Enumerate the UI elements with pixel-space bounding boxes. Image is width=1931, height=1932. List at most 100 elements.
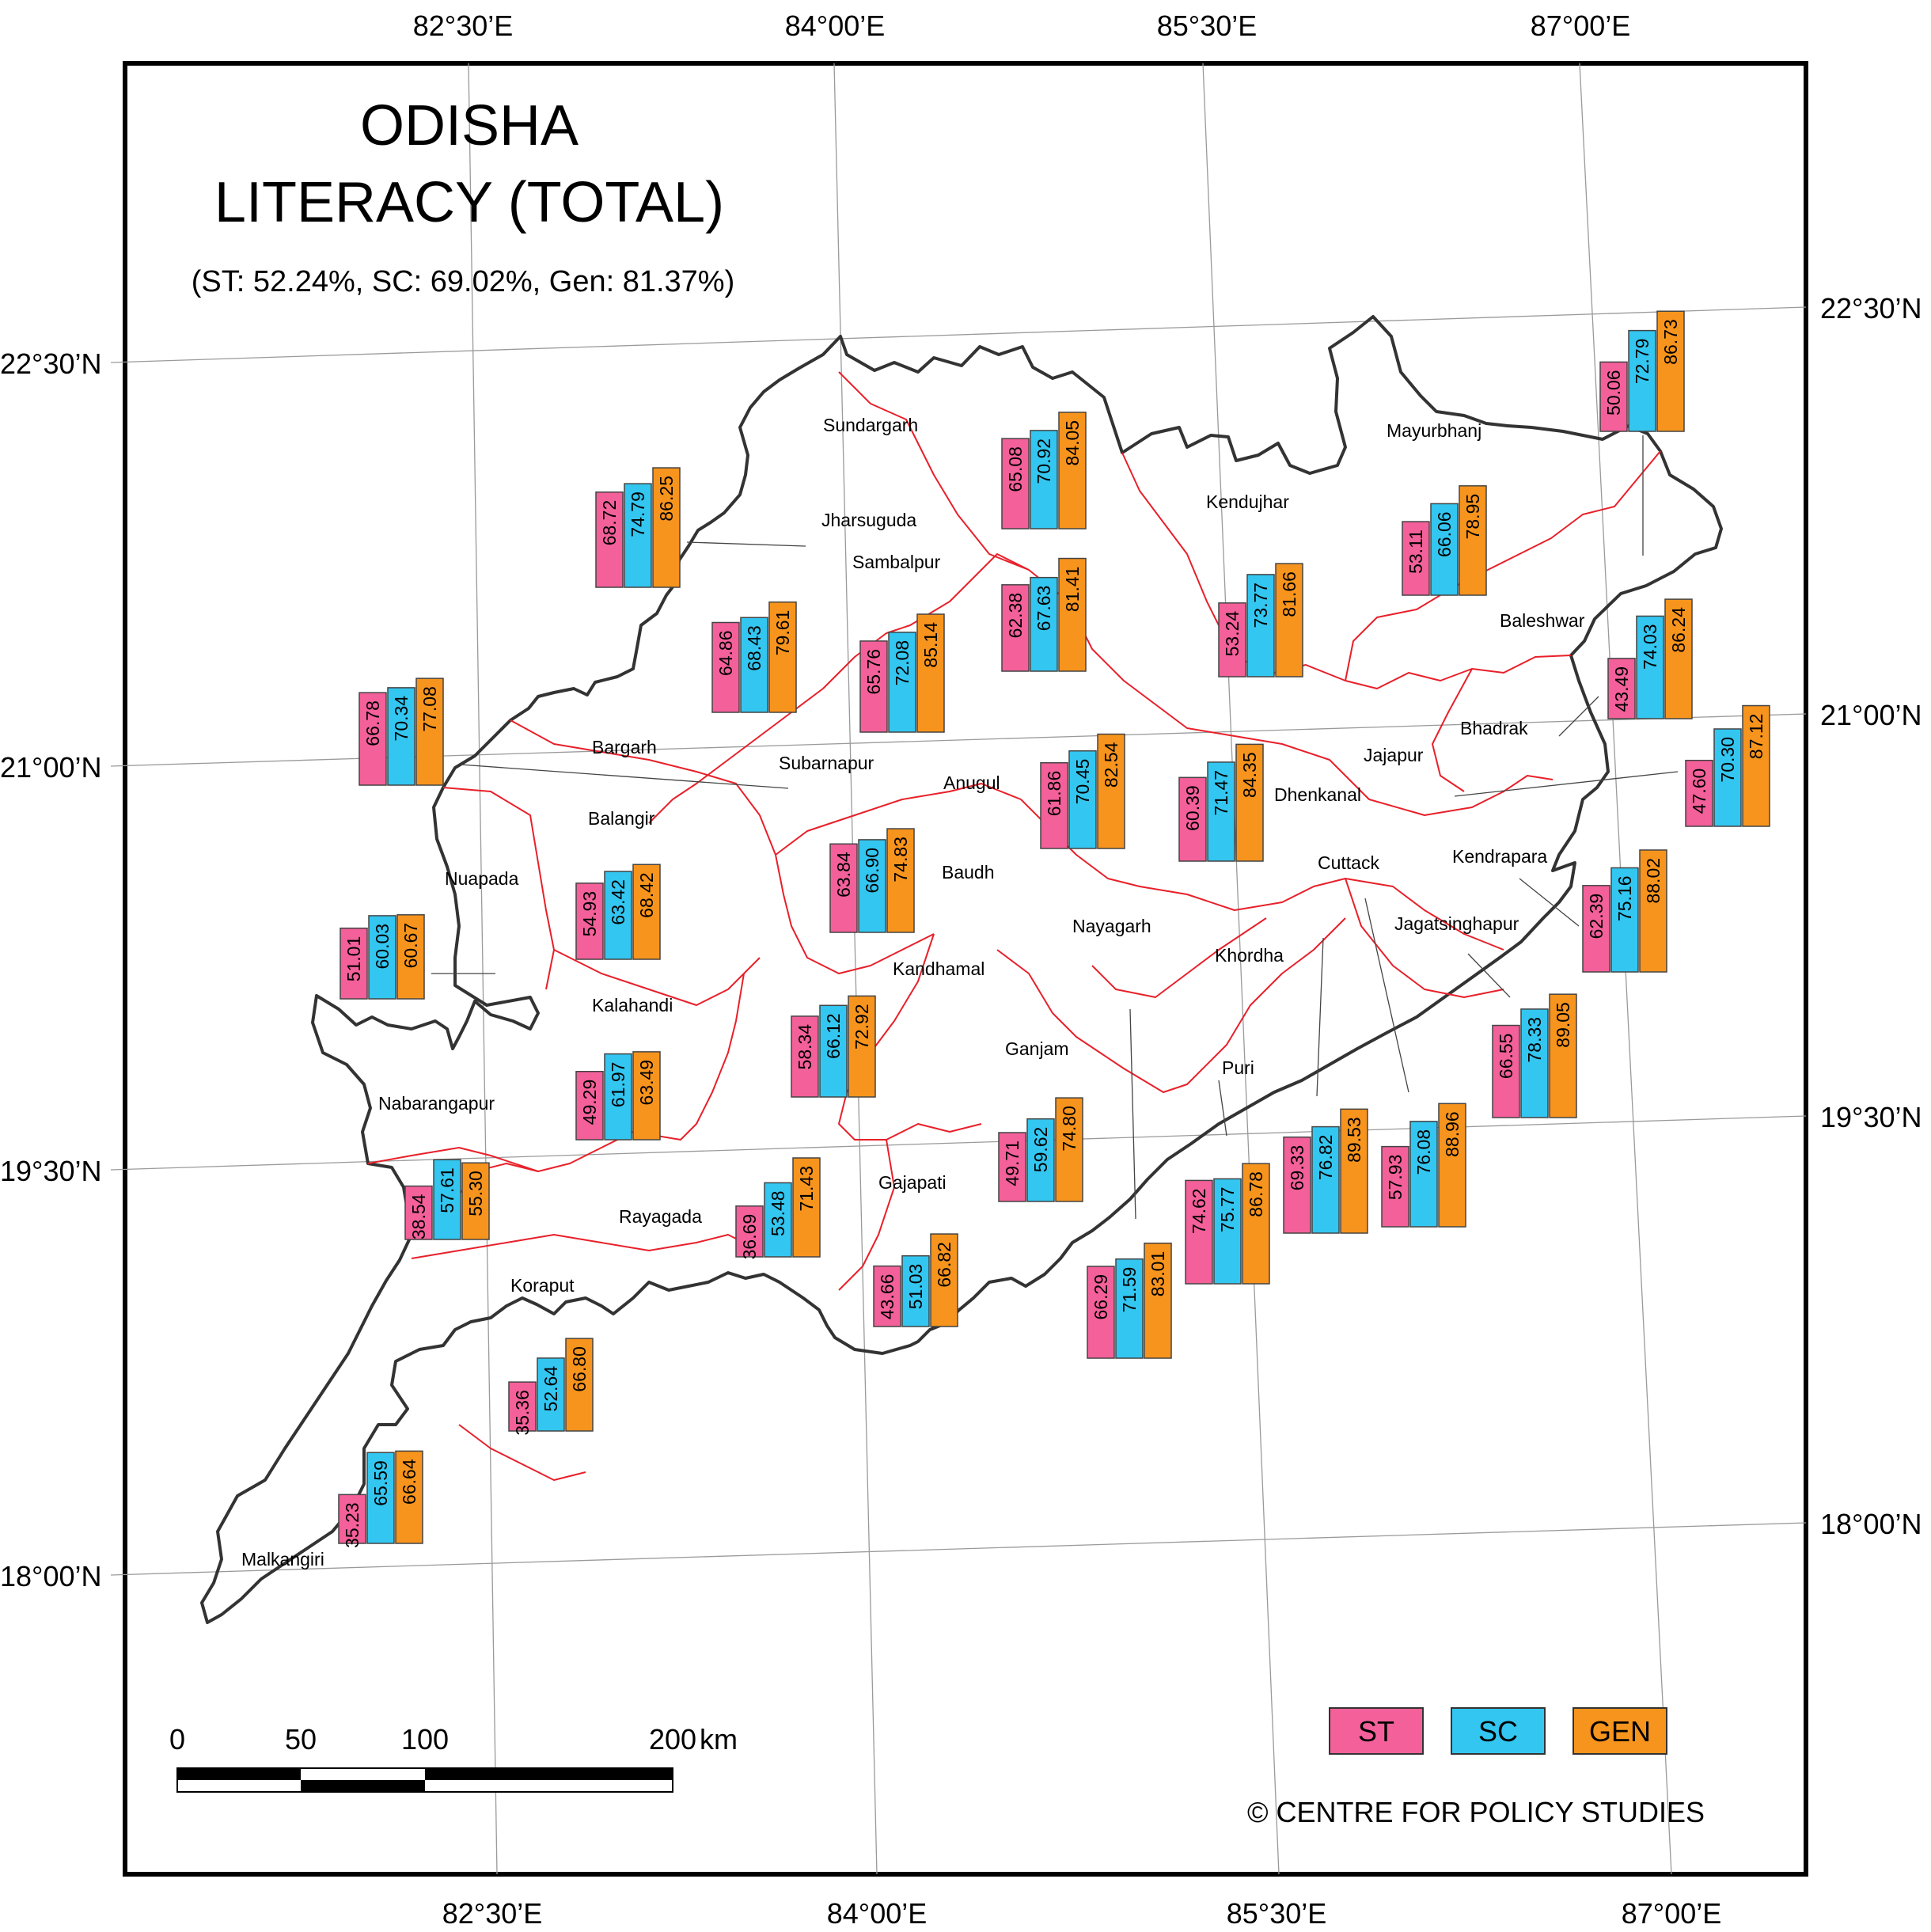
gen-bar	[1097, 733, 1125, 849]
sc-bar	[1246, 574, 1275, 678]
st-value-label: 74.62	[1189, 1188, 1209, 1234]
district-bar-group: 43.49 74.03 86.24	[1607, 598, 1693, 719]
gen-bar	[1242, 1163, 1270, 1285]
parallel-22-30	[110, 306, 1807, 363]
st-bar	[340, 927, 368, 1000]
gen-value-label: 77.08	[419, 686, 440, 732]
sc-value-label: 70.30	[1717, 737, 1738, 783]
lon-label-bottom: 85°30’E	[1227, 1897, 1327, 1930]
gen-bar	[1235, 743, 1264, 862]
gen-bar	[1275, 563, 1303, 678]
district-bar-group: 51.01 60.03 60.67	[340, 914, 425, 1000]
st-value-label: 50.06	[1603, 370, 1624, 416]
longitude-labels-top: 82°30’E 84°00’E 85°30’E 87°00’E	[413, 9, 1631, 42]
sc-value-label: 72.79	[1632, 339, 1652, 385]
sc-bar	[1610, 867, 1639, 973]
sc-value-label: 66.12	[823, 1013, 844, 1059]
sc-bar	[1030, 576, 1058, 672]
st-bar	[711, 621, 740, 713]
district-bar-group: 69.33 76.82 89.53	[1283, 1108, 1368, 1234]
gen-bar	[886, 828, 915, 933]
sc-value-label: 66.06	[1434, 511, 1455, 557]
latitude-labels-right: 22°30’N 21°00’N 19°30’N 18°00’N	[1820, 292, 1922, 1540]
gen-bar	[848, 995, 876, 1098]
gen-bar	[1742, 704, 1770, 827]
district-bar-group: 61.86 70.45 82.54	[1040, 733, 1125, 849]
district-bar-group: 36.69 53.48 71.43	[735, 1157, 821, 1260]
st-bar	[508, 1381, 537, 1432]
sc-value-label: 65.59	[370, 1460, 391, 1506]
sc-value-label: 53.48	[768, 1190, 788, 1236]
district-name-label: Bhadrak	[1460, 718, 1528, 738]
credit-text: © CENTRE FOR POLICY STUDIES	[1247, 1796, 1705, 1828]
gen-value-label: 86.73	[1660, 319, 1681, 365]
st-bar	[1185, 1179, 1213, 1285]
lon-label-top: 85°30’E	[1157, 9, 1258, 42]
lon-label-bottom: 82°30’E	[442, 1897, 543, 1930]
district-name-label: Rayagada	[619, 1206, 702, 1227]
st-bar	[829, 843, 858, 933]
st-bar	[1001, 584, 1030, 672]
district-bar-group: 66.29 71.59 83.01	[1087, 1242, 1172, 1359]
gen-bar	[1340, 1108, 1368, 1234]
district-bar-group: 62.38 67.63 81.41	[1001, 557, 1087, 672]
sc-value-label: 76.08	[1413, 1129, 1434, 1175]
district-name-label: Khordha	[1215, 945, 1284, 966]
district-name-label: Nuapada	[445, 868, 519, 889]
district-name-label: Sambalpur	[852, 552, 941, 572]
st-bar	[1178, 776, 1207, 862]
lon-label-bottom: 87°00’E	[1622, 1897, 1722, 1930]
st-value-label: 53.11	[1406, 529, 1426, 574]
gen-value-label: 55.30	[465, 1171, 486, 1217]
st-value-label: 35.36	[512, 1390, 533, 1436]
district-name-label: Subarnapur	[779, 753, 874, 773]
gen-bar	[632, 1051, 661, 1141]
st-value-label: 43.66	[877, 1274, 897, 1320]
district-name-label: Gajapati	[878, 1172, 947, 1193]
st-value-label: 54.93	[579, 891, 600, 937]
sc-bar	[888, 632, 916, 733]
st-value-label: 57.93	[1385, 1155, 1406, 1201]
gen-value-label: 88.96	[1442, 1111, 1462, 1157]
district-name-label: Malkangiri	[241, 1549, 324, 1570]
st-value-label: 64.86	[715, 630, 736, 676]
lon-label-top: 87°00’E	[1531, 9, 1631, 42]
map-subtitle: (ST: 52.24%, SC: 69.02%, Gen: 81.37%)	[192, 265, 735, 298]
meridian-85-30	[1202, 63, 1280, 1875]
lon-label-bottom: 84°00’E	[827, 1897, 928, 1930]
gen-bar	[652, 467, 681, 588]
district-bar-group: 38.54 57.61 55.30	[404, 1159, 490, 1240]
gen-value-label: 84.05	[1062, 420, 1083, 466]
scale-segment	[301, 1780, 425, 1792]
lat-label-left: 22°30’N	[0, 347, 101, 380]
gen-bar	[1055, 1097, 1083, 1202]
legend-label-sc: SC	[1478, 1715, 1518, 1748]
sc-value-label: 74.79	[628, 492, 648, 537]
st-value-label: 36.69	[739, 1214, 760, 1260]
sc-value-label: 70.92	[1034, 438, 1054, 484]
district-bar-group: 49.29 61.97 63.49	[575, 1051, 661, 1141]
sc-bar	[740, 617, 768, 713]
gen-bar	[1656, 310, 1685, 432]
st-value-label: 53.24	[1222, 611, 1242, 657]
gen-bar	[1549, 993, 1577, 1118]
longitude-labels-bottom: 82°30’E 84°00’E 85°30’E 87°00’E	[442, 1897, 1722, 1930]
district-name-label: Jagatsinghapur	[1394, 913, 1519, 934]
gen-value-label: 66.80	[569, 1346, 590, 1392]
sc-bar	[901, 1254, 930, 1327]
sc-value-label: 61.97	[608, 1062, 628, 1108]
sc-bar	[1311, 1125, 1340, 1234]
gen-value-label: 63.49	[636, 1060, 657, 1106]
legend-label-gen: GEN	[1589, 1715, 1651, 1748]
sc-bar	[1068, 750, 1097, 849]
sc-bar	[537, 1357, 565, 1432]
st-value-label: 43.49	[1611, 666, 1632, 712]
district-bar-group: 35.36 52.64 66.80	[508, 1338, 594, 1436]
gen-value-label: 68.42	[636, 872, 657, 918]
district-names: Sundargarh Jharsuguda Sambalpur Kendujha…	[241, 415, 1585, 1570]
st-bar	[1685, 759, 1713, 827]
district-name-label: Balangir	[588, 808, 655, 829]
latitude-labels-left: 22°30’N 21°00’N 19°30’N 18°00’N	[0, 347, 101, 1592]
st-bar	[404, 1185, 433, 1240]
